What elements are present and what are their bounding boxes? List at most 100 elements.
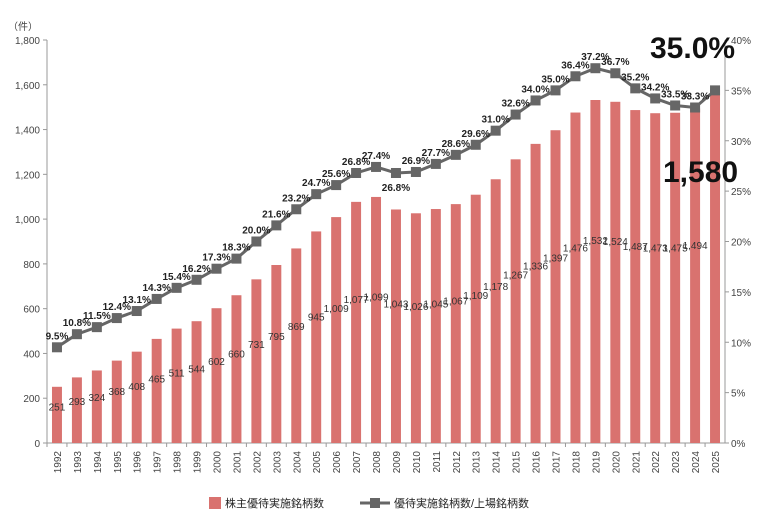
x-tick-label: 2016 xyxy=(532,451,543,474)
bar-data-label: 1,043 xyxy=(383,300,408,311)
line-marker xyxy=(670,100,681,111)
bar xyxy=(291,248,302,443)
right-tick-label: 30% xyxy=(731,137,751,148)
y-unit-label: （件） xyxy=(8,21,38,33)
right-tick-label: 35% xyxy=(731,86,751,97)
bar-data-label: 465 xyxy=(148,375,165,386)
line-marker xyxy=(510,109,521,120)
line-marker xyxy=(231,253,242,264)
bar xyxy=(231,295,242,443)
bar xyxy=(311,231,322,443)
line-marker xyxy=(351,167,362,178)
line-data-label: 26.8% xyxy=(382,183,410,194)
left-tick-label: 600 xyxy=(23,305,40,316)
legend: 株主優待実施銘柄数 優待実施銘柄数/上場銘柄数 xyxy=(209,496,529,510)
x-tick-label: 2009 xyxy=(392,451,403,474)
line-data-label: 33.5% xyxy=(661,89,689,100)
right-tick-label: 5% xyxy=(731,389,746,400)
bar xyxy=(510,159,521,444)
line-marker xyxy=(291,204,302,215)
bar xyxy=(690,108,701,443)
line-marker xyxy=(630,83,641,94)
line-marker xyxy=(51,342,62,353)
x-tick-label: 2015 xyxy=(512,451,523,474)
annotation-latest-ratio: 35.0% xyxy=(650,32,735,65)
bar xyxy=(550,130,561,443)
bar xyxy=(430,209,441,443)
line-marker xyxy=(470,139,481,150)
line-data-label: 20.0% xyxy=(242,226,270,237)
bar xyxy=(470,194,481,443)
bar xyxy=(371,196,382,443)
line-marker xyxy=(650,93,661,104)
bar xyxy=(351,201,362,443)
line-marker xyxy=(410,166,421,177)
line-data-label: 9.5% xyxy=(46,331,69,342)
legend-bar-label: 株主優待実施銘柄数 xyxy=(225,496,324,510)
ratio-line xyxy=(56,66,717,349)
x-tick-label: 2022 xyxy=(651,451,662,474)
bar xyxy=(490,179,501,443)
x-tick-label: 2000 xyxy=(213,451,224,474)
x-tick-label: 2002 xyxy=(252,451,263,474)
x-tick-label: 2020 xyxy=(611,451,622,474)
bar-data-label: 731 xyxy=(248,340,265,351)
x-tick-label: 1996 xyxy=(133,451,144,474)
bar xyxy=(410,213,421,443)
line-data-label: 24.7% xyxy=(302,178,330,189)
bar-data-label: 1,009 xyxy=(324,304,349,315)
line-data-label: 17.3% xyxy=(202,253,230,264)
bar xyxy=(251,279,262,443)
line-marker xyxy=(570,71,581,82)
line-marker xyxy=(390,167,401,178)
line-marker xyxy=(211,263,222,274)
bar xyxy=(91,370,102,443)
legend-line-label: 優待実施銘柄数/上場銘柄数 xyxy=(394,496,529,510)
x-tick-label: 2010 xyxy=(412,451,423,474)
bar-data-label: 324 xyxy=(89,393,106,404)
bar-data-label: 1,026 xyxy=(403,302,428,313)
x-tick-label: 2023 xyxy=(671,451,682,474)
bar xyxy=(530,143,541,443)
bar xyxy=(710,89,721,443)
bar-data-label: 1,267 xyxy=(503,270,528,281)
bar-data-label: 1,494 xyxy=(683,241,708,252)
bar-data-label: 602 xyxy=(208,357,225,368)
line-data-label: 35.2% xyxy=(621,72,649,83)
line-data-label: 34.2% xyxy=(641,82,669,93)
line-data-label: 26.8% xyxy=(342,157,370,168)
x-tick-label: 2003 xyxy=(272,451,283,474)
line-data-label: 12.4% xyxy=(103,302,131,313)
legend-line-marker xyxy=(370,498,380,508)
line-marker xyxy=(91,322,102,333)
line-data-label: 28.6% xyxy=(442,139,470,150)
bar-data-label: 1,487 xyxy=(623,242,648,253)
right-tick-label: 20% xyxy=(731,238,751,249)
bar-data-label: 1,532 xyxy=(583,236,608,247)
line-data-label: 34.0% xyxy=(521,84,549,95)
right-tick-label: 25% xyxy=(731,187,751,198)
bar-data-label: 1,473 xyxy=(643,244,668,255)
line-marker xyxy=(71,329,82,340)
bar xyxy=(71,377,82,443)
line-data-label: 14.3% xyxy=(142,283,170,294)
left-tick-label: 0 xyxy=(34,439,40,450)
bar-data-label: 368 xyxy=(108,387,125,398)
bar xyxy=(171,328,182,443)
line-data-label: 16.2% xyxy=(182,264,210,275)
bar-data-label: 511 xyxy=(169,369,185,380)
x-tick-label: 1997 xyxy=(153,451,164,474)
x-tick-label: 2007 xyxy=(352,451,363,474)
line-marker xyxy=(710,85,721,96)
bar xyxy=(131,351,142,443)
left-tick-label: 400 xyxy=(23,349,40,360)
bar xyxy=(650,113,661,443)
x-tick-label: 1993 xyxy=(73,451,84,474)
x-tick-label: 2025 xyxy=(711,451,722,474)
line-data-label: 36.4% xyxy=(561,60,589,71)
line-marker xyxy=(331,180,342,191)
left-tick-label: 1,600 xyxy=(15,81,40,92)
left-tick-label: 800 xyxy=(23,260,40,271)
x-tick-label: 1998 xyxy=(173,451,184,474)
line-data-label: 23.2% xyxy=(282,193,310,204)
